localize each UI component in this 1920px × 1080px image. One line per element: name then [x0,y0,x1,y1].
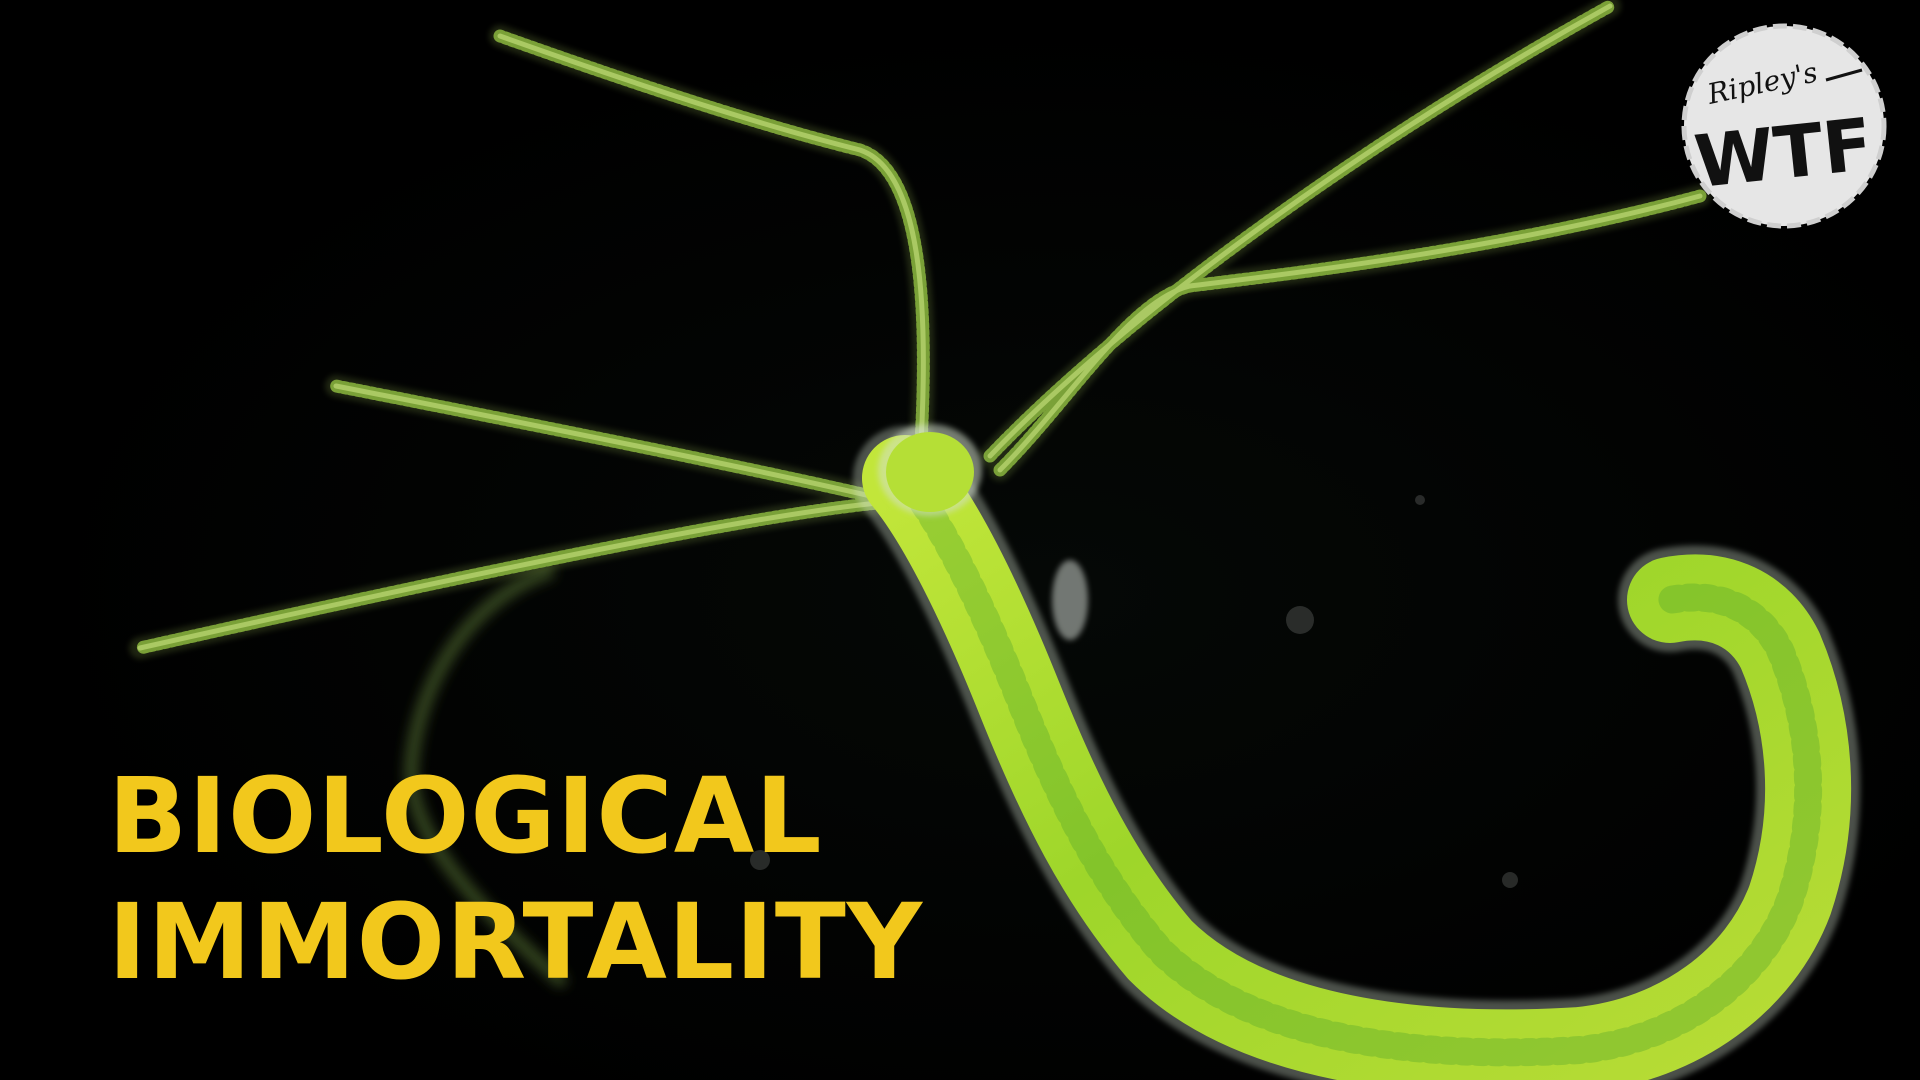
particles [750,495,1518,888]
logo-mark-text: WTF [1691,102,1877,204]
hydra-tentacle-far [404,565,567,987]
hydra-body [853,426,1861,1080]
ripleys-wtf-logo: Ripley's WTF [1681,23,1887,229]
hydra-tentacles [129,0,1711,659]
headline-line-2: IMMORTALITY [108,881,924,1003]
hydra-head [878,424,1088,640]
headline-line-1: BIOLOGICAL [108,755,823,877]
